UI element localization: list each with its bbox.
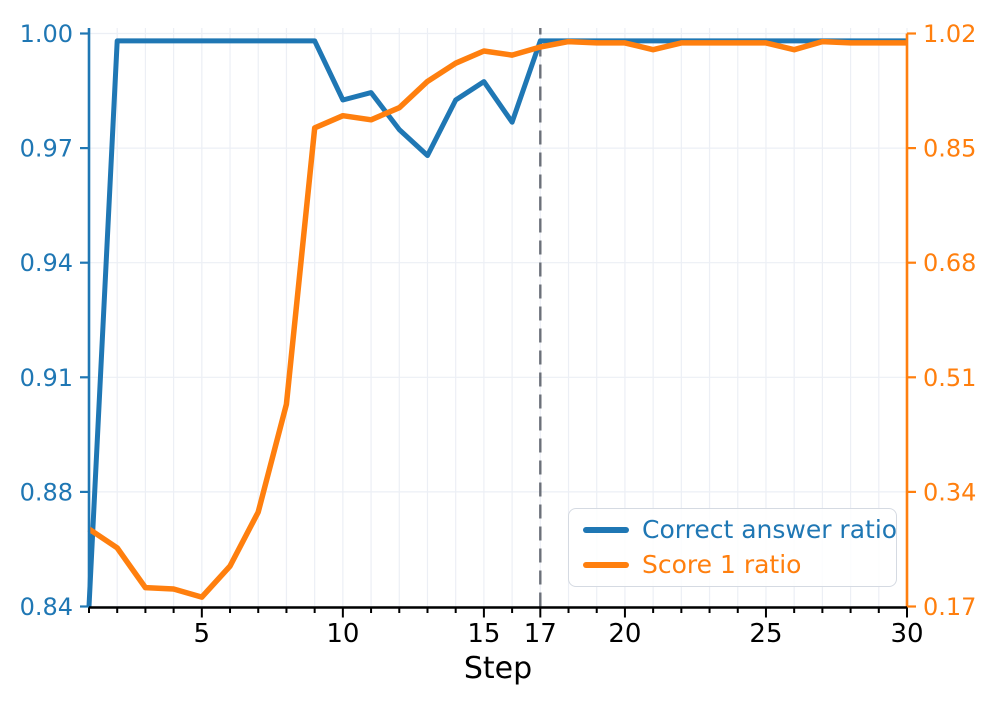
legend-line-swatch-orange [583, 562, 629, 568]
x-tick-label: 20 [608, 619, 641, 649]
y-left-tick-label: 0.94 [20, 249, 73, 277]
x-tick-label: 25 [749, 619, 782, 649]
series-line-correct-answer-ratio [86, 38, 907, 607]
x-tick-label: 30 [890, 619, 923, 649]
y-right-tick-label: 0.34 [923, 478, 976, 506]
y-left-tick-label: 0.88 [20, 478, 73, 506]
x-tick-label: 17 [524, 619, 557, 649]
tick-labels-layer: 1.00 1.02 0.97 0.85 0.94 0.68 0.91 0.51 0.88 0.34… [20, 20, 977, 649]
legend-line-swatch-blue [583, 527, 629, 533]
y-left-tick-label: 0.97 [20, 135, 73, 163]
legend-label-correct-answer-ratio: Correct answer ratio [642, 514, 898, 544]
axes-layer [80, 28, 916, 618]
y-right-tick-label: 0.51 [923, 364, 976, 392]
x-tick-label: 5 [194, 619, 211, 649]
y-right-tick-label: 0.17 [923, 593, 976, 621]
legend-item-score-1-ratio: Score 1 ratio [583, 549, 882, 580]
series-line-score-1-ratio [87, 38, 907, 600]
y-right-tick-label: 0.68 [923, 249, 976, 277]
y-left-tick-label: 0.91 [20, 364, 73, 392]
x-axis-label: Step [464, 651, 532, 686]
y-left-tick-label: 0.84 [20, 593, 73, 621]
y-right-tick-label: 1.02 [923, 20, 976, 48]
x-tick-label: 15 [467, 619, 500, 649]
legend-label-score-1-ratio: Score 1 ratio [642, 549, 802, 579]
legend: Correct answer ratio Score 1 ratio [568, 508, 897, 587]
series-layer [86, 38, 907, 607]
y-right-tick-label: 0.85 [923, 135, 976, 163]
x-tick-label: 10 [326, 619, 359, 649]
y-left-tick-label: 1.00 [20, 20, 73, 48]
legend-item-correct-answer-ratio: Correct answer ratio [583, 515, 897, 545]
